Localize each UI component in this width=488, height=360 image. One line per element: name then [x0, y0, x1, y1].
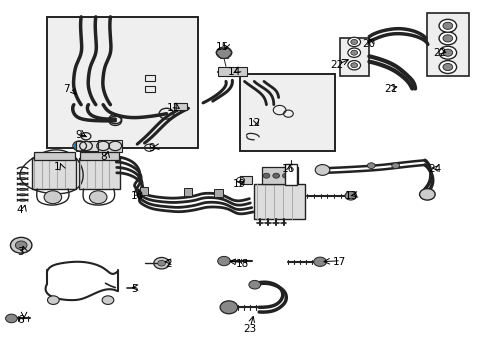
Bar — [173, 103, 187, 110]
Text: 4: 4 — [17, 206, 23, 216]
Text: 22: 22 — [330, 60, 343, 70]
Circle shape — [282, 173, 289, 178]
Circle shape — [248, 280, 260, 289]
Circle shape — [442, 49, 452, 56]
Text: 17: 17 — [332, 257, 346, 267]
Circle shape — [344, 192, 356, 200]
Bar — [76, 140, 98, 151]
Bar — [98, 140, 122, 152]
Bar — [80, 152, 119, 160]
Circle shape — [442, 35, 452, 42]
Circle shape — [272, 173, 279, 178]
Circle shape — [347, 37, 360, 46]
Circle shape — [216, 47, 231, 58]
Circle shape — [102, 296, 114, 305]
Circle shape — [442, 63, 452, 71]
Text: 3: 3 — [17, 247, 23, 257]
Circle shape — [350, 63, 357, 68]
Text: 14: 14 — [228, 67, 241, 77]
Bar — [140, 187, 148, 195]
Text: 19: 19 — [232, 179, 246, 189]
Circle shape — [315, 165, 329, 175]
Circle shape — [438, 60, 456, 73]
Circle shape — [438, 19, 456, 32]
Circle shape — [263, 173, 269, 178]
Text: 18: 18 — [235, 259, 248, 269]
Text: 20: 20 — [362, 39, 375, 49]
Bar — [217, 67, 246, 76]
Circle shape — [438, 32, 456, 45]
Text: 15: 15 — [216, 42, 229, 52]
Bar — [254, 184, 305, 220]
Text: 23: 23 — [242, 324, 256, 334]
Bar — [34, 152, 75, 160]
Text: 12: 12 — [247, 118, 260, 128]
Text: 13: 13 — [345, 191, 358, 201]
Bar — [144, 75, 155, 81]
Text: 16: 16 — [281, 164, 294, 174]
Text: 6: 6 — [17, 315, 23, 325]
Text: 8: 8 — [100, 152, 106, 162]
Circle shape — [15, 241, 27, 249]
Circle shape — [289, 173, 296, 178]
Text: 10: 10 — [130, 191, 143, 201]
Bar — [239, 74, 334, 151]
Text: 21: 21 — [384, 84, 397, 94]
Text: 9: 9 — [148, 143, 155, 153]
Circle shape — [419, 189, 434, 200]
Bar — [339, 39, 368, 76]
Circle shape — [154, 257, 169, 269]
Circle shape — [350, 40, 357, 44]
Bar — [144, 86, 155, 92]
Bar — [285, 164, 297, 185]
Bar — [427, 13, 468, 76]
Circle shape — [10, 237, 32, 253]
Circle shape — [5, 314, 17, 323]
Text: 9: 9 — [75, 130, 82, 140]
Circle shape — [347, 48, 360, 57]
Circle shape — [391, 163, 399, 168]
Circle shape — [366, 163, 374, 168]
Bar — [261, 167, 298, 184]
Circle shape — [442, 22, 452, 30]
Bar — [79, 158, 120, 189]
Circle shape — [313, 257, 326, 266]
Circle shape — [217, 256, 230, 266]
Circle shape — [220, 301, 237, 314]
Bar — [47, 17, 198, 148]
Text: 1: 1 — [53, 162, 60, 172]
Circle shape — [89, 191, 107, 204]
Text: 2: 2 — [165, 259, 172, 269]
Bar — [213, 189, 222, 197]
Text: 7: 7 — [63, 84, 70, 94]
Circle shape — [44, 191, 61, 204]
Circle shape — [350, 50, 357, 55]
Bar — [32, 158, 76, 189]
Text: 24: 24 — [427, 164, 440, 174]
Text: 22: 22 — [432, 48, 445, 58]
Text: 11: 11 — [167, 103, 180, 113]
Circle shape — [158, 260, 165, 266]
Circle shape — [438, 46, 456, 59]
Circle shape — [347, 60, 360, 70]
Text: 5: 5 — [131, 284, 138, 294]
Circle shape — [47, 296, 59, 305]
Bar — [183, 188, 192, 196]
Bar — [239, 176, 251, 184]
